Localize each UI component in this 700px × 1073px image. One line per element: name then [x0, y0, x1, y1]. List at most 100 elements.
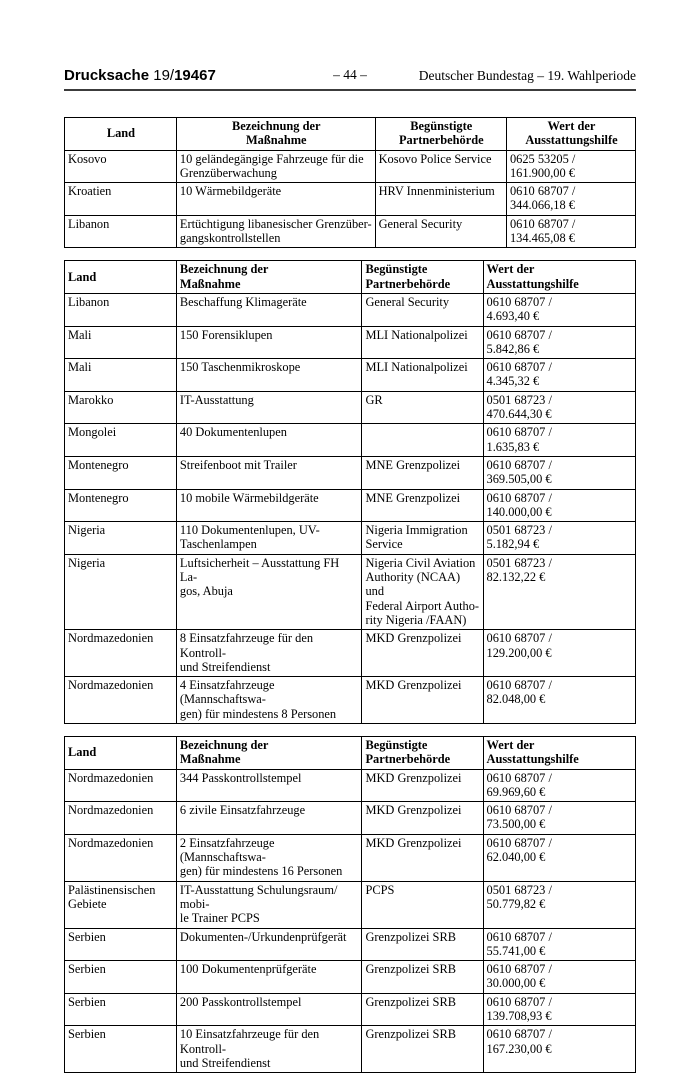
- cell-wert: 0610 68707 / 4.345,32 €: [482, 358, 637, 392]
- cell-partner: MNE Grenzpolizei: [361, 488, 484, 523]
- cell-land: Nigeria: [64, 521, 177, 555]
- cell-massnahme: IT-Ausstattung Schulungsraum/ mobi- le T…: [175, 880, 363, 929]
- table-header-row: Land Bezeichnung der Maßnahme Begünstigt…: [64, 260, 637, 294]
- cell-wert: 0501 68723 / 50.779,82 €: [482, 880, 637, 929]
- cell-wert: 0610 68707 / 344.066,18 €: [505, 182, 637, 216]
- table-row: Nigeria 110 Dokumentenlupen, UV- Taschenl…: [64, 521, 637, 555]
- cell-land: Mali: [64, 325, 177, 360]
- cell-massnahme: 10 mobile Wärmebildgeräte: [175, 488, 363, 523]
- column-header-partner: Begünstigte Partnerbehörde: [361, 260, 484, 294]
- cell-wert: 0501 68723 / 82.132,22 €: [482, 553, 637, 631]
- cell-massnahme: Ertüchtigung libanesischer Grenzüber- ga…: [175, 214, 376, 249]
- cell-partner: MKD Grenzpolizei: [361, 768, 484, 803]
- cell-massnahme: 8 Einsatzfahrzeuge für den Kontroll- und…: [175, 629, 363, 678]
- cell-partner: Nigeria Civil Aviation Authority (NCAA) …: [361, 553, 484, 631]
- cell-land: Montenegro: [64, 455, 177, 490]
- cell-wert: 0610 68707 / 30.000,00 €: [482, 960, 637, 994]
- table-row: Nordmazedonien 8 Einsatzfahrzeuge für den…: [64, 629, 637, 678]
- cell-wert: 0501 68723 / 5.182,94 €: [482, 521, 637, 555]
- table-row: Montenegro Streifenboot mit Trailer MNE Gr…: [64, 455, 637, 490]
- page-number: – 44 –: [333, 67, 367, 82]
- cell-wert: 0610 68707 / 369.505,00 €: [482, 455, 637, 490]
- column-header-land: Land: [64, 260, 177, 294]
- table-row: Libanon Beschaffung Klimageräte General Se…: [64, 292, 637, 327]
- cell-massnahme: 10 Einsatzfahrzeuge für den Kontroll- un…: [175, 1025, 363, 1073]
- table-row: Nordmazedonien 344 Passkontrollstempel MKD…: [64, 768, 637, 803]
- doc-label: Drucksache: [64, 67, 150, 84]
- page-header: Drucksache 19/19467 – 44 – Deutscher Bun…: [64, 67, 636, 91]
- cell-land: Libanon: [64, 214, 177, 249]
- cell-massnahme: 10 Wärmebildgeräte: [175, 182, 376, 216]
- cell-partner: MKD Grenzpolizei: [361, 801, 484, 835]
- cell-wert: 0610 68707 / 73.500,00 €: [482, 801, 637, 835]
- cell-partner: MKD Grenzpolizei: [361, 676, 484, 724]
- cell-wert: 0610 68707 / 1.635,83 €: [482, 423, 637, 457]
- cell-wert: 0610 68707 / 139.708,93 €: [482, 992, 637, 1027]
- cell-massnahme: 150 Forensiklupen: [175, 325, 363, 360]
- column-header-wert: Wert der Ausstattungshilfe: [505, 117, 637, 151]
- table-row: Palästinensischen Gebiete IT-Ausstattung …: [64, 880, 637, 929]
- cell-land: Kosovo: [64, 149, 177, 184]
- cell-massnahme: IT-Ausstattung: [175, 390, 363, 425]
- cell-land: Serbien: [64, 1025, 177, 1073]
- cell-land: Marokko: [64, 390, 177, 425]
- table-row: Nigeria Luftsicherheit – Ausstattung FH L…: [64, 553, 637, 631]
- cell-massnahme: Dokumenten-/Urkundenprüfgerät: [175, 927, 363, 962]
- cell-land: Nigeria: [64, 553, 177, 631]
- cell-land: Mongolei: [64, 423, 177, 457]
- table-row: Montenegro 10 mobile Wärmebildgeräte MNE G…: [64, 488, 637, 523]
- cell-partner: General Security: [361, 292, 484, 327]
- document-page: Drucksache 19/19467 – 44 – Deutscher Bun…: [64, 67, 637, 1073]
- cell-massnahme: 200 Passkontrollstempel: [175, 992, 363, 1027]
- cell-land: Nordmazedonien: [64, 768, 177, 803]
- column-header-land: Land: [64, 735, 177, 770]
- cell-massnahme: 344 Passkontrollstempel: [175, 768, 363, 803]
- table-header-row: Land Bezeichnung der Maßnahme Begünstigt…: [64, 735, 637, 770]
- cell-wert: 0610 68707 / 62.040,00 €: [482, 833, 637, 882]
- cell-partner: [361, 423, 484, 457]
- cell-partner: Kosovo Police Service: [374, 149, 507, 184]
- cell-massnahme: 4 Einsatzfahrzeuge (Mannschaftswa- gen) …: [175, 676, 363, 724]
- cell-partner: General Security: [374, 214, 507, 249]
- table-row: Nordmazedonien 4 Einsatzfahrzeuge (Mannsc…: [64, 676, 637, 724]
- column-header-wert: Wert der Ausstattungshilfe: [482, 735, 637, 770]
- cell-partner: Grenzpolizei SRB: [361, 927, 484, 962]
- cell-wert: 0610 68707 / 134.465,08 €: [505, 214, 637, 249]
- cell-massnahme: 10 geländegängige Fahrzeuge für die Gren…: [175, 149, 376, 184]
- cell-partner: MLI Nationalpolizei: [361, 325, 484, 360]
- table-row: Marokko IT-Ausstattung GR 0501 68723 / 470.…: [64, 390, 637, 425]
- cell-wert: 0610 68707 / 82.048,00 €: [482, 676, 637, 724]
- table-row: Nordmazedonien 6 zivile Einsatzfahrzeuge M…: [64, 801, 637, 835]
- cell-land: Nordmazedonien: [64, 676, 177, 724]
- aid-table-1: Land Bezeichnung der Maßnahme Begünstigt…: [64, 117, 637, 249]
- cell-massnahme: 110 Dokumentenlupen, UV- Taschenlampen: [175, 521, 363, 555]
- table-row: Serbien 200 Passkontrollstempel Grenzpoliz…: [64, 992, 637, 1027]
- doc-number: Drucksache 19/19467: [64, 67, 216, 84]
- table-row: Mongolei 40 Dokumentenlupen 0610 68707 / 1…: [64, 423, 637, 457]
- cell-partner: MKD Grenzpolizei: [361, 629, 484, 678]
- table-row: Libanon Ertüchtigung libanesischer Grenzü…: [64, 214, 637, 249]
- cell-land: Palästinensischen Gebiete: [64, 880, 177, 929]
- session-label: Deutscher Bundestag – 19. Wahlperiode: [418, 68, 636, 83]
- cell-wert: 0625 53205 / 161.900,00 €: [505, 149, 637, 184]
- cell-massnahme: 2 Einsatzfahrzeuge (Mannschaftswa- gen) …: [175, 833, 363, 882]
- cell-wert: 0610 68707 / 140.000,00 €: [482, 488, 637, 523]
- cell-partner: PCPS: [361, 880, 484, 929]
- table-row: Kroatien 10 Wärmebildgeräte HRV Innenminis…: [64, 182, 637, 216]
- cell-partner: GR: [361, 390, 484, 425]
- table-header-row: Land Bezeichnung der Maßnahme Begünstigt…: [64, 117, 637, 151]
- table-row: Serbien 100 Dokumentenprüfgeräte Grenzpoli…: [64, 960, 637, 994]
- table-row: Serbien Dokumenten-/Urkundenprüfgerät Gren…: [64, 927, 637, 962]
- cell-land: Serbien: [64, 927, 177, 962]
- cell-partner: MLI Nationalpolizei: [361, 358, 484, 392]
- cell-land: Serbien: [64, 960, 177, 994]
- cell-land: Kroatien: [64, 182, 177, 216]
- cell-massnahme: Beschaffung Klimageräte: [175, 292, 363, 327]
- cell-massnahme: 100 Dokumentenprüfgeräte: [175, 960, 363, 994]
- column-header-wert: Wert der Ausstattungshilfe: [482, 260, 637, 294]
- cell-partner: Grenzpolizei SRB: [361, 1025, 484, 1073]
- cell-massnahme: Luftsicherheit – Ausstattung FH La- gos,…: [175, 553, 363, 631]
- column-header-partner: Begünstigte Partnerbehörde: [361, 735, 484, 770]
- cell-partner: Nigeria Immigration Service: [361, 521, 484, 555]
- cell-massnahme: 6 zivile Einsatzfahrzeuge: [175, 801, 363, 835]
